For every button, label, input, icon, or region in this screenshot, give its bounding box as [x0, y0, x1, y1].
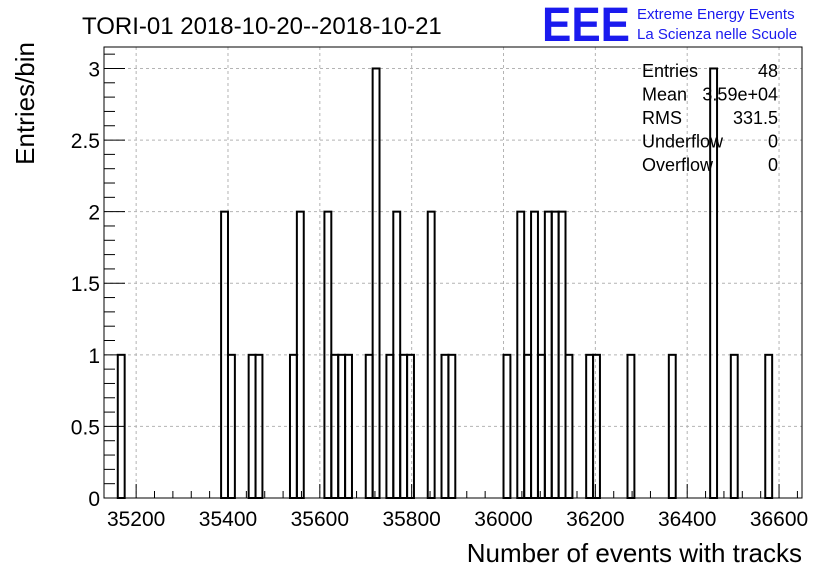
x-tick-label: 35600	[291, 508, 349, 531]
x-tick-label: 35200	[107, 508, 165, 531]
x-tick-label: 35400	[199, 508, 257, 531]
x-tick-label: 36400	[658, 508, 716, 531]
eee-logo-mark: EEE	[542, 0, 630, 52]
x-tick-label: 36200	[566, 508, 624, 531]
y-tick-label: 1	[88, 345, 100, 368]
axis-ticks	[104, 53, 798, 499]
y-tick-label: 1.5	[71, 273, 100, 296]
stats-value: 331.5	[733, 108, 778, 128]
x-axis-label: Number of events with tracks	[467, 538, 802, 568]
stats-value: 0	[768, 132, 778, 152]
y-tick-labels: 0 0.5 1 1.5 2 2.5 3	[71, 58, 100, 511]
y-tick-label: 3	[88, 58, 100, 81]
y-tick-label: 0.5	[71, 416, 100, 439]
stats-label: Entries	[642, 61, 698, 81]
y-axis-label: Entries/bin	[10, 42, 40, 165]
eee-logo-line1: Extreme Energy Events	[637, 6, 795, 23]
stats-value: 0	[768, 155, 778, 175]
x-tick-label: 35800	[382, 508, 440, 531]
x-tick-label: 36000	[474, 508, 532, 531]
y-tick-label: 0	[88, 488, 100, 511]
grid-lines	[104, 47, 802, 498]
chart-title: TORI-01 2018-10-20--2018-10-21	[82, 13, 442, 40]
stats-label: Mean	[642, 85, 687, 105]
y-tick-label: 2	[88, 202, 100, 225]
x-tick-label: 36600	[750, 508, 808, 531]
plot-frame	[103, 46, 803, 499]
stats-label: Overflow	[642, 155, 714, 175]
x-tick-labels: 35200 35400 35600 35800 36000 36200 36400 36600	[107, 508, 808, 531]
eee-logo-line2: La Scienza nelle Scuole	[637, 26, 797, 43]
stats-label: Underflow	[642, 132, 724, 152]
stats-label: RMS	[642, 108, 682, 128]
y-tick-label: 2.5	[71, 130, 100, 153]
stats-value: 48	[758, 61, 778, 81]
stats-box: Entries 48 Mean 3.59e+04 RMS 331.5 Underflow 0 O…	[642, 61, 778, 175]
eee-logo: EEE Extreme Energy Events La Scienza nel…	[542, 0, 797, 52]
stats-value: 3.59e+04	[702, 85, 778, 105]
